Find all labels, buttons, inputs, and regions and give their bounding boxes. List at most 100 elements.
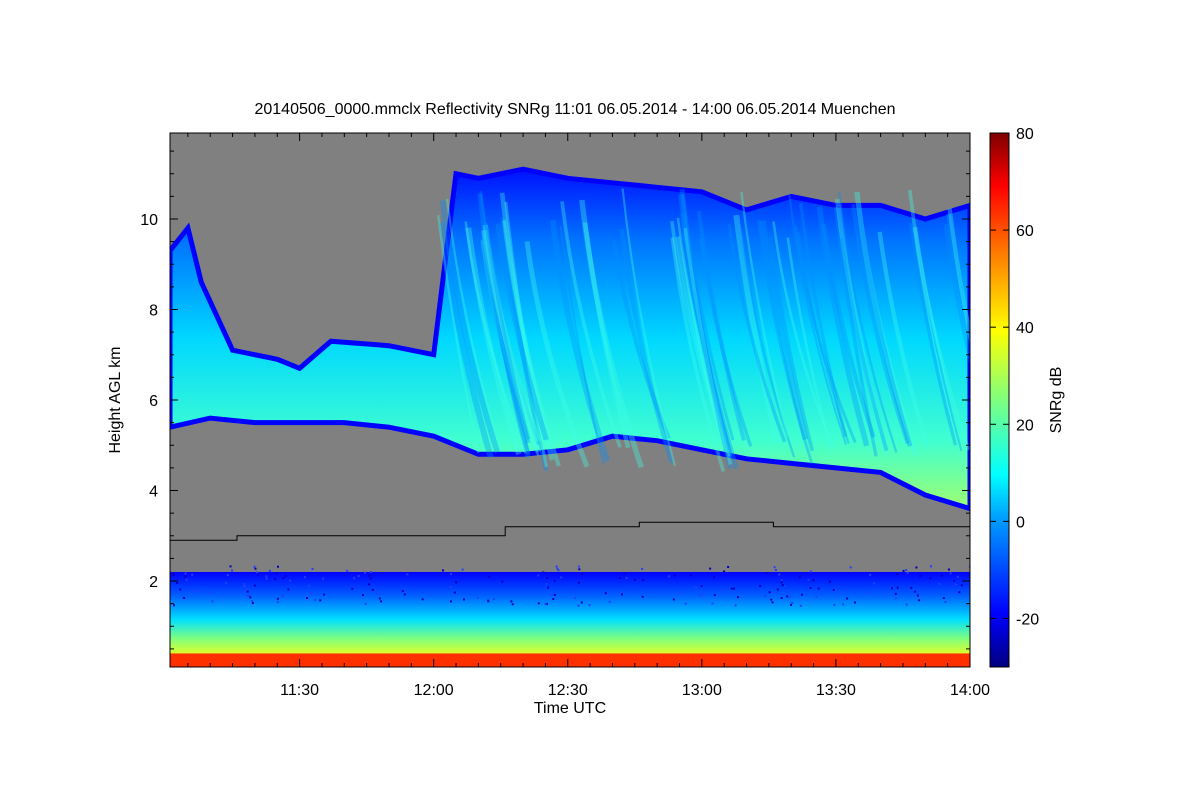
- speckle-dot: [421, 598, 424, 601]
- speckle-dot: [183, 597, 186, 599]
- colorbar-tick-label: 0: [1016, 514, 1025, 531]
- speckle-dot: [450, 573, 453, 575]
- speckle-dot: [211, 600, 214, 603]
- fall-streak: [854, 191, 920, 457]
- fall-streak: [816, 206, 870, 447]
- speckle-dot: [906, 571, 909, 574]
- speckle-dot: [905, 603, 908, 606]
- speckle-dot: [783, 584, 786, 587]
- fall-streak: [681, 194, 735, 441]
- speckle-dot: [902, 569, 905, 572]
- fall-streak: [740, 191, 789, 438]
- speckle-dot: [244, 585, 247, 587]
- speckle-dot: [545, 602, 548, 605]
- fall-streak: [611, 239, 671, 440]
- y-tick-label: 6: [149, 393, 158, 410]
- speckle-dot: [604, 592, 607, 595]
- speckle-dot: [461, 568, 464, 571]
- speckle-dot: [265, 577, 268, 580]
- speckle-dot: [378, 597, 381, 600]
- fall-streak: [834, 198, 889, 456]
- speckle-dot: [713, 576, 715, 579]
- speckle-dot: [948, 568, 950, 571]
- speckle-dot: [346, 569, 349, 572]
- speckle-dot: [545, 582, 548, 585]
- speckle-dot: [577, 581, 580, 584]
- speckle-dot: [672, 598, 675, 601]
- speckle-dot: [679, 591, 682, 594]
- speckle-dot: [770, 598, 773, 601]
- speckle-dot: [915, 566, 918, 569]
- speckle-dot: [949, 572, 952, 575]
- fall-streak: [680, 213, 739, 470]
- speckle-dot: [455, 581, 458, 584]
- colorbar-tick-label: 80: [1016, 126, 1034, 143]
- fall-streak: [582, 222, 631, 449]
- y-tick-label: 8: [149, 302, 158, 319]
- speckle-dot: [274, 578, 276, 581]
- speckle-dot: [198, 590, 201, 593]
- fall-streak: [908, 222, 958, 446]
- speckle-dot: [812, 579, 815, 582]
- fall-streak: [699, 238, 753, 447]
- fall-streak: [912, 226, 961, 438]
- y-tick-label: 2: [149, 574, 158, 591]
- speckle-dot: [284, 574, 287, 577]
- speckle-dot: [248, 594, 251, 597]
- colorbar-tick-label: 60: [1016, 223, 1034, 240]
- speckle-dot: [719, 589, 722, 591]
- speckle-dot: [253, 565, 256, 568]
- speckle-dot: [492, 598, 495, 601]
- speckle-dot: [734, 604, 737, 607]
- speckle-dot: [362, 594, 364, 597]
- speckle-dot: [774, 569, 777, 571]
- speckle-dot: [303, 576, 306, 579]
- speckle-dot: [953, 579, 956, 582]
- speckle-dot: [916, 594, 919, 597]
- speckle-dot: [577, 604, 580, 607]
- fall-streak: [675, 236, 729, 439]
- speckle-dot: [865, 591, 867, 594]
- speckle-dot: [307, 584, 310, 587]
- speckle-dot: [184, 575, 187, 578]
- speckle-dot: [896, 573, 899, 576]
- fall-streak: [739, 229, 796, 458]
- fall-streak: [437, 215, 480, 454]
- speckle-dot: [287, 588, 290, 591]
- fall-streak: [915, 235, 963, 452]
- x-axis: 11:30 12:00 12:30 13:00 13:30 14:00: [187, 133, 990, 699]
- fall-streak: [727, 223, 787, 443]
- speckle-dot: [192, 589, 195, 592]
- speckle-dot: [577, 565, 580, 568]
- speckle-dot: [780, 579, 783, 582]
- speckle-dot: [179, 588, 182, 591]
- speckle-dot: [780, 581, 783, 584]
- fall-streak: [670, 237, 726, 472]
- fall-streak: [833, 206, 878, 457]
- speckle-dot: [944, 600, 947, 603]
- speckle-dot: [364, 602, 367, 605]
- speckle-dot: [176, 581, 179, 584]
- speckle-dot: [319, 599, 322, 602]
- speckle-dot: [809, 587, 812, 589]
- fall-streak: [821, 223, 876, 438]
- fall-streak: [482, 224, 542, 453]
- speckle-dot: [910, 586, 913, 589]
- speckle-dot: [684, 602, 687, 605]
- speckle-dot: [702, 593, 705, 596]
- fall-streak: [678, 193, 733, 459]
- speckle-dot: [641, 595, 644, 598]
- speckle-dot: [809, 570, 812, 573]
- speckle-dot: [368, 574, 371, 577]
- speckle-dot: [487, 600, 490, 603]
- speckle-dot: [369, 571, 372, 574]
- speckle-dot: [368, 583, 370, 586]
- speckle-dot: [768, 591, 771, 594]
- speckle-dot: [253, 584, 256, 587]
- speckle-dot: [277, 600, 279, 603]
- fall-streak: [788, 194, 847, 445]
- speckle-dot: [322, 577, 324, 580]
- speckle-dot: [323, 593, 326, 596]
- speckle-dot: [353, 577, 355, 580]
- fall-streak: [501, 220, 561, 467]
